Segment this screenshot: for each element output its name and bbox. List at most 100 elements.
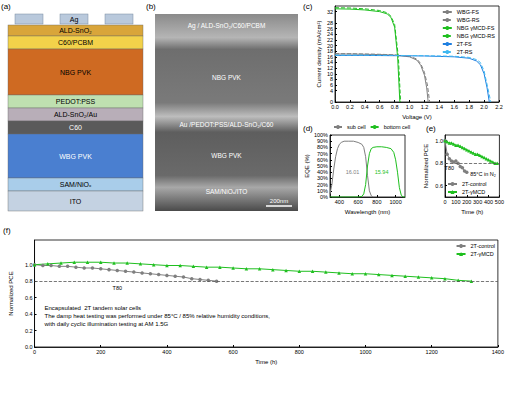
svg-text:16: 16	[327, 54, 333, 60]
svg-text:0: 0	[443, 199, 446, 205]
svg-text:4: 4	[330, 88, 333, 94]
svg-text:100%: 100%	[314, 132, 328, 138]
svg-text:2.0: 2.0	[480, 104, 488, 110]
svg-text:80%: 80%	[317, 144, 328, 150]
svg-text:1.8: 1.8	[465, 104, 473, 110]
svg-text:2T-control: 2T-control	[471, 243, 495, 249]
svg-text:85°C in N₂: 85°C in N₂	[470, 171, 496, 177]
svg-text:300: 300	[473, 199, 482, 205]
svg-text:EQE (%): EQE (%)	[304, 154, 310, 178]
svg-text:0.0: 0.0	[331, 104, 339, 110]
svg-text:70%: 70%	[317, 151, 328, 157]
svg-text:16.01: 16.01	[346, 169, 360, 175]
svg-text:20%: 20%	[317, 182, 328, 188]
svg-text:(a): (a)	[1, 2, 11, 11]
svg-text:0.6: 0.6	[25, 295, 33, 301]
svg-text:10: 10	[327, 71, 333, 77]
svg-text:40%: 40%	[317, 169, 328, 175]
svg-text:C60: C60	[69, 124, 82, 131]
svg-text:Au /PEDOT:PSS/ALD-SnO₂/C60: Au /PEDOT:PSS/ALD-SnO₂/C60	[180, 121, 274, 128]
svg-text:NBG γMCD-FS: NBG γMCD-FS	[457, 25, 495, 31]
svg-text:(e): (e)	[426, 124, 436, 133]
svg-text:200nm: 200nm	[270, 198, 288, 204]
svg-text:(f): (f)	[3, 226, 11, 235]
svg-text:NBG PVK: NBG PVK	[212, 74, 242, 81]
svg-text:1.4: 1.4	[436, 104, 444, 110]
svg-text:1000: 1000	[390, 199, 402, 205]
svg-text:ITO: ITO	[70, 198, 82, 205]
svg-text:Time (h): Time (h)	[461, 209, 483, 215]
svg-text:24: 24	[327, 31, 333, 37]
svg-text:Time (h): Time (h)	[255, 359, 277, 365]
svg-text:0.2: 0.2	[346, 104, 354, 110]
svg-text:(b): (b)	[146, 2, 156, 11]
svg-text:2T-FS: 2T-FS	[457, 41, 472, 47]
svg-text:400: 400	[484, 199, 493, 205]
svg-text:0.6: 0.6	[376, 104, 384, 110]
svg-text:with daily cyclic illumination: with daily cyclic illumination testing a…	[43, 321, 168, 327]
svg-text:200: 200	[96, 349, 105, 355]
svg-text:WBG-RS: WBG-RS	[457, 17, 480, 23]
svg-text:20: 20	[327, 43, 333, 49]
svg-text:50%: 50%	[317, 163, 328, 169]
svg-text:0%: 0%	[320, 194, 328, 200]
svg-text:500: 500	[495, 199, 504, 205]
svg-text:2T-RS: 2T-RS	[457, 49, 473, 55]
svg-text:26: 26	[327, 26, 333, 32]
svg-text:bottom cell: bottom cell	[384, 124, 411, 130]
svg-text:T80: T80	[113, 285, 122, 291]
svg-text:NBG PVK: NBG PVK	[60, 69, 91, 76]
svg-text:0.8: 0.8	[435, 160, 443, 166]
svg-text:SAM/NiOₓ/ITO: SAM/NiOₓ/ITO	[206, 188, 248, 195]
svg-text:2T-control: 2T-control	[462, 181, 486, 187]
svg-text:Ag / ALD-SnO₂/C60/PCBM: Ag / ALD-SnO₂/C60/PCBM	[188, 22, 266, 30]
svg-text:Normalized PCE: Normalized PCE	[8, 271, 14, 315]
svg-text:Normalized PCE: Normalized PCE	[423, 144, 429, 188]
svg-text:15.94: 15.94	[375, 169, 389, 175]
svg-text:22: 22	[327, 37, 333, 43]
svg-text:NBG γMCD-RS: NBG γMCD-RS	[457, 33, 496, 39]
svg-text:SAM/NiOₓ: SAM/NiOₓ	[60, 181, 92, 188]
svg-text:0.4: 0.4	[25, 311, 33, 317]
svg-text:WBG-FS: WBG-FS	[457, 9, 479, 15]
svg-text:ALD-SnO₂/Au: ALD-SnO₂/Au	[54, 111, 97, 118]
svg-text:1200: 1200	[426, 349, 438, 355]
svg-text:30%: 30%	[317, 175, 328, 181]
svg-text:0: 0	[33, 349, 36, 355]
svg-text:6: 6	[330, 82, 333, 88]
svg-text:60%: 60%	[317, 157, 328, 163]
svg-text:1000: 1000	[359, 349, 371, 355]
svg-text:2T-γMCD: 2T-γMCD	[462, 189, 485, 195]
svg-text:10%: 10%	[317, 188, 328, 194]
svg-text:0.8: 0.8	[391, 104, 399, 110]
svg-text:Ag: Ag	[70, 16, 79, 24]
svg-text:2T-γMCD: 2T-γMCD	[471, 251, 494, 257]
svg-text:0.2: 0.2	[25, 328, 33, 334]
svg-text:1.0: 1.0	[406, 104, 414, 110]
svg-text:100: 100	[451, 199, 460, 205]
svg-text:The damp heat testing was perf: The damp heat testing was performed unde…	[44, 313, 270, 319]
svg-text:C60/PCBM: C60/PCBM	[58, 39, 93, 46]
svg-text:Encapsulated 2T tandem solar: Encapsulated 2T tandem solar cells	[44, 305, 141, 311]
svg-text:400: 400	[335, 199, 344, 205]
svg-text:800: 800	[295, 349, 304, 355]
svg-text:1.6: 1.6	[450, 104, 458, 110]
svg-text:0.4: 0.4	[361, 104, 369, 110]
svg-text:T80: T80	[445, 165, 454, 171]
svg-text:0.0: 0.0	[25, 344, 33, 350]
svg-text:1.2: 1.2	[421, 104, 429, 110]
svg-text:Wavelength (nm): Wavelength (nm)	[345, 209, 390, 215]
svg-text:14: 14	[327, 59, 333, 65]
svg-text:1400: 1400	[492, 349, 504, 355]
svg-text:90%: 90%	[317, 138, 328, 144]
svg-text:18: 18	[327, 48, 333, 54]
svg-text:(c): (c)	[303, 2, 313, 11]
svg-text:8: 8	[330, 76, 333, 82]
svg-text:400: 400	[162, 349, 171, 355]
svg-text:2.2: 2.2	[495, 104, 503, 110]
svg-text:ALD-SnO₂: ALD-SnO₂	[59, 27, 92, 34]
svg-text:1.0: 1.0	[25, 262, 33, 268]
svg-text:Voltage (V): Voltage (V)	[402, 114, 432, 120]
svg-text:0.6: 0.6	[435, 183, 443, 189]
svg-text:WBG PVK: WBG PVK	[59, 153, 92, 160]
